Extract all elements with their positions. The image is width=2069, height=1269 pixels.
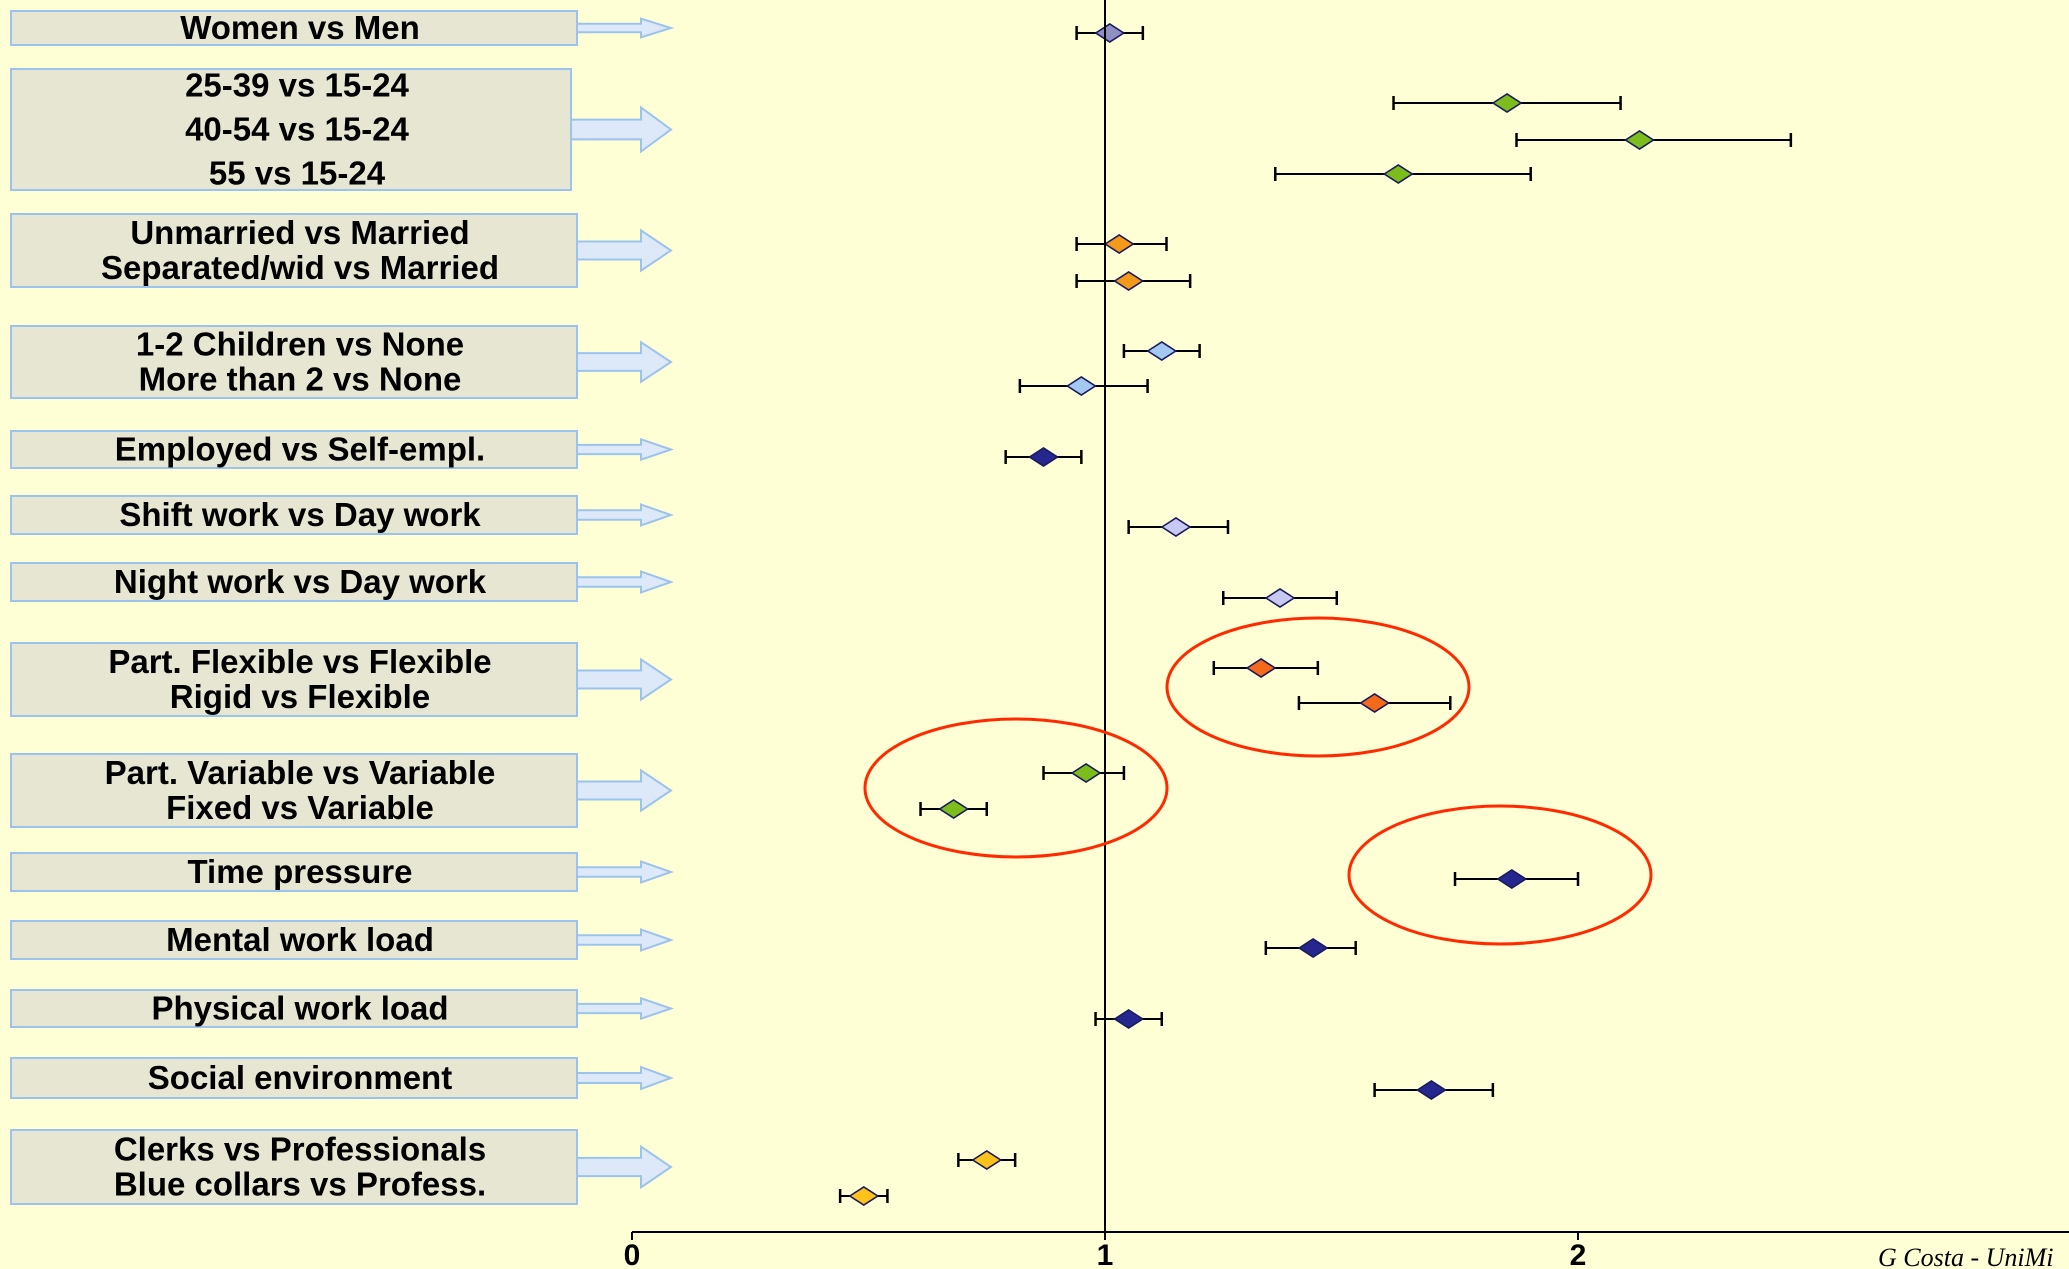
footer-credit: G Costa - UniMi xyxy=(1878,1243,2054,1269)
point-estimate-diamond xyxy=(938,799,970,819)
arrow-icon xyxy=(576,1144,673,1190)
point-estimate-diamond xyxy=(1146,341,1178,361)
point-estimate-diamond xyxy=(1103,234,1135,254)
label-box xyxy=(10,753,578,828)
point-estimate-diamond xyxy=(1028,447,1059,467)
label-box xyxy=(10,1057,578,1099)
point-estimate-diamond xyxy=(1113,271,1145,291)
group-label: Night work vs Day work xyxy=(114,563,487,600)
point-estimate-diamond xyxy=(1070,763,1102,783)
group-label: Social environment xyxy=(148,1059,452,1096)
group-label: Blue collars vs Profess. xyxy=(114,1166,486,1203)
label-box xyxy=(10,430,578,469)
point-estimate-diamond xyxy=(1094,23,1126,43)
label-box xyxy=(10,10,578,46)
point-estimate-diamond xyxy=(1297,938,1329,958)
group-label: Part. Variable vs Variable xyxy=(105,754,496,791)
label-box xyxy=(10,495,578,535)
x-axis: 0 1 2 xyxy=(624,1231,2069,1269)
group-label: Rigid vs Flexible xyxy=(170,678,430,715)
group-label: 25-39 vs 15-24 xyxy=(185,67,409,104)
group-label: Separated/wid vs Married xyxy=(101,249,499,286)
group-label: Clerks vs Professionals xyxy=(114,1131,486,1168)
point-estimate-diamond xyxy=(1382,164,1414,184)
arrow-icon xyxy=(576,437,675,462)
point-estimate-diamond xyxy=(971,1150,1003,1170)
label-box xyxy=(10,852,578,892)
label-box xyxy=(10,562,578,602)
confidence-intervals xyxy=(838,23,1793,1206)
point-estimate-diamond xyxy=(1491,93,1523,113)
group-label: Physical work load xyxy=(151,990,448,1027)
arrow-icon xyxy=(576,768,673,813)
group-label: Part. Flexible vs Flexible xyxy=(108,643,491,680)
arrow-icon xyxy=(576,228,673,273)
arrow-icon xyxy=(576,928,675,952)
x-tick-label: 1 xyxy=(1097,1239,1114,1269)
highlight-ellipses xyxy=(863,616,1653,946)
group-label: 55 vs 15-24 xyxy=(209,155,386,192)
arrow-icon xyxy=(570,105,673,154)
arrow-icon xyxy=(576,657,673,702)
label-box xyxy=(10,325,578,399)
point-estimate-diamond xyxy=(1496,869,1528,889)
group-label: Shift work vs Day work xyxy=(119,496,481,533)
point-estimate-diamond xyxy=(1065,376,1097,396)
group-label: More than 2 vs None xyxy=(139,361,462,398)
arrow-icon xyxy=(576,1065,674,1091)
group-label: Women vs Men xyxy=(180,9,420,46)
group-label: 40-54 vs 15-24 xyxy=(185,111,409,148)
point-estimate-diamond xyxy=(1113,1009,1145,1029)
group-labels: Women vs Men 25-39 vs 15-24 40-54 vs 15-24… xyxy=(10,9,675,1205)
group-label: Fixed vs Variable xyxy=(166,789,434,826)
group-label: Employed vs Self-empl. xyxy=(115,431,485,468)
point-estimate-diamond xyxy=(1415,1080,1447,1100)
arrow-icon xyxy=(576,570,675,594)
x-tick-label: 2 xyxy=(1570,1239,1587,1269)
point-estimate-diamond xyxy=(1624,130,1655,150)
point-estimate-diamond xyxy=(1264,588,1296,608)
label-box xyxy=(10,68,572,191)
label-box xyxy=(10,989,578,1028)
point-estimate-diamond xyxy=(848,1186,880,1206)
label-box xyxy=(10,1129,578,1205)
label-box xyxy=(10,213,578,288)
point-estimate-diamond xyxy=(1245,658,1277,678)
highlight-ellipse xyxy=(863,717,1169,859)
highlight-ellipse xyxy=(1347,804,1653,946)
label-box xyxy=(10,642,578,717)
arrow-icon xyxy=(576,17,675,39)
arrow-icon xyxy=(576,503,675,527)
group-label: Unmarried vs Married xyxy=(130,214,469,251)
highlight-ellipse xyxy=(1165,616,1471,758)
arrow-icon xyxy=(576,340,673,384)
x-tick-label: 0 xyxy=(624,1239,641,1269)
arrow-icon xyxy=(576,860,675,884)
group-label: Mental work load xyxy=(166,921,434,958)
arrow-icon xyxy=(576,996,675,1021)
point-estimate-diamond xyxy=(1160,517,1192,537)
group-label: 1-2 Children vs None xyxy=(136,326,464,363)
group-label: Time pressure xyxy=(187,853,412,890)
point-estimate-diamond xyxy=(1359,693,1391,713)
